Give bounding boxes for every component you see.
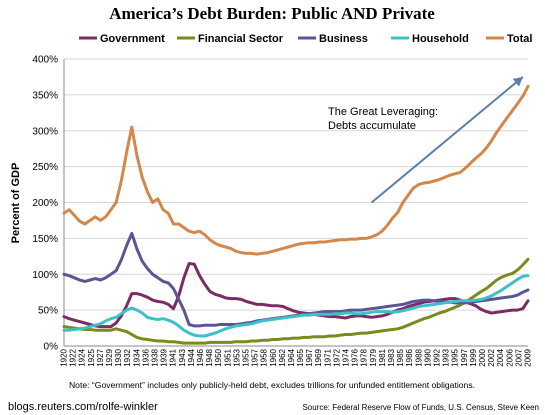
x-tick-label: 1934 (132, 348, 141, 366)
annotation-arrow-shaft (370, 76, 524, 204)
x-tick-label: 1992 (433, 348, 442, 366)
x-tick-label: 1943 (178, 348, 187, 366)
x-tick-label: 2002 (487, 348, 496, 366)
x-tick-label: 1950 (214, 348, 223, 366)
x-tick-label: 2007 (514, 348, 523, 366)
x-tick-label: 1972 (332, 348, 341, 366)
x-tick-label: 1993 (442, 348, 451, 366)
annotation: The Great Leveraging: Debts accumulate (328, 76, 524, 204)
x-tick-label: 1979 (369, 348, 378, 366)
x-tick-label: 1938 (150, 348, 159, 366)
x-tick-label: 1944 (187, 348, 196, 366)
annotation-line-1: The Great Leveraging: (328, 106, 438, 118)
x-tick-label: 1978 (360, 348, 369, 366)
x-tick-label: 1974 (342, 348, 351, 366)
y-tick-label: 200% (32, 198, 58, 209)
x-tick-label: 1995 (451, 348, 460, 366)
x-tick-label: 1967 (305, 348, 314, 366)
x-tick-label: 1969 (314, 348, 323, 366)
x-tick-label: 1953 (232, 348, 241, 366)
x-tick-label: 1948 (205, 348, 214, 366)
x-tick-label: 1965 (296, 348, 305, 366)
x-tick-label: 1958 (260, 348, 269, 366)
x-tick-label: 1951 (223, 348, 232, 366)
x-tick-label: 1990 (423, 348, 432, 366)
y-tick-label: 400% (32, 55, 58, 66)
series-line-financial-sector (62, 257, 530, 345)
x-tick-label: 1941 (169, 348, 178, 366)
x-tick-label: 2009 (524, 348, 533, 366)
legend-label-business: Business (319, 33, 368, 45)
x-tick-label: 1924 (78, 348, 87, 366)
legend: Government Financial Sector Business Househ… (79, 33, 532, 45)
legend-label-total: Total (507, 33, 532, 45)
y-axis-label: Percent of GDP (10, 163, 22, 244)
x-tick-label: 1946 (196, 348, 205, 366)
x-tick-label: 1920 (60, 348, 69, 366)
series-lines (62, 84, 530, 345)
x-tick-label: 1986 (405, 348, 414, 366)
x-tick-label: 1964 (287, 348, 296, 366)
grid (63, 58, 528, 347)
annotation-line-2: Debts accumulate (328, 120, 416, 132)
x-tick-label: 1976 (351, 348, 360, 366)
y-tick-label: 100% (32, 270, 58, 281)
x-tick-label: 1957 (251, 348, 260, 366)
x-tick-label: 2006 (505, 348, 514, 366)
y-tick-label: 150% (32, 234, 58, 245)
x-tick-label: 1955 (241, 348, 250, 366)
annotation-arrow-head (512, 76, 523, 87)
y-tick-label: 0% (44, 342, 59, 353)
source-text: Source: Federal Reserve Flow of Funds, U… (302, 403, 539, 412)
footnote: Note: “Government” includes only publicl… (69, 380, 475, 390)
x-tick-label: 1983 (387, 348, 396, 366)
x-tick-label: 1971 (323, 348, 332, 366)
x-tick-label: 1999 (469, 348, 478, 366)
y-tick-label: 300% (32, 126, 58, 137)
y-tick-label: 250% (32, 162, 58, 173)
x-tick-label: 1930 (114, 348, 123, 366)
series-line-government (62, 262, 530, 329)
x-tick-label: 1981 (378, 348, 387, 366)
y-tick-label: 50% (38, 306, 58, 317)
x-tick-label: 1962 (278, 348, 287, 366)
legend-label-financial-sector: Financial Sector (198, 33, 284, 45)
y-tick-label: 350% (32, 90, 58, 101)
x-tick-label: 1997 (460, 348, 469, 366)
x-tick-label: 1985 (396, 348, 405, 366)
x-tick-label: 1988 (414, 348, 423, 366)
series-line-total (62, 84, 530, 256)
x-tick-label: 1922 (69, 348, 78, 366)
legend-label-household: Household (412, 33, 469, 45)
y-ticks: 0% 50% 100% 150% 200% 250% 300% 350% 400% (32, 55, 58, 353)
x-tick-label: 1927 (96, 348, 105, 366)
x-tick-label: 1936 (141, 348, 150, 366)
x-tick-label: 2000 (478, 348, 487, 366)
chart-title: America’s Debt Burden: Public AND Privat… (109, 4, 435, 23)
x-tick-label: 1925 (87, 348, 96, 366)
byline: blogs.reuters.com/rolfe-winkler (8, 401, 158, 413)
x-ticks: 1920 1922 1924 1925 1927 1929 1930 1932 1934 1936… (60, 348, 533, 366)
x-tick-label: 1939 (160, 348, 169, 366)
x-tick-label: 2004 (496, 348, 505, 366)
x-tick-label: 1932 (123, 348, 132, 366)
x-tick-label: 1960 (269, 348, 278, 366)
x-tick-label: 1929 (105, 348, 114, 366)
legend-label-government: Government (100, 33, 165, 45)
series-line-household (62, 274, 530, 338)
